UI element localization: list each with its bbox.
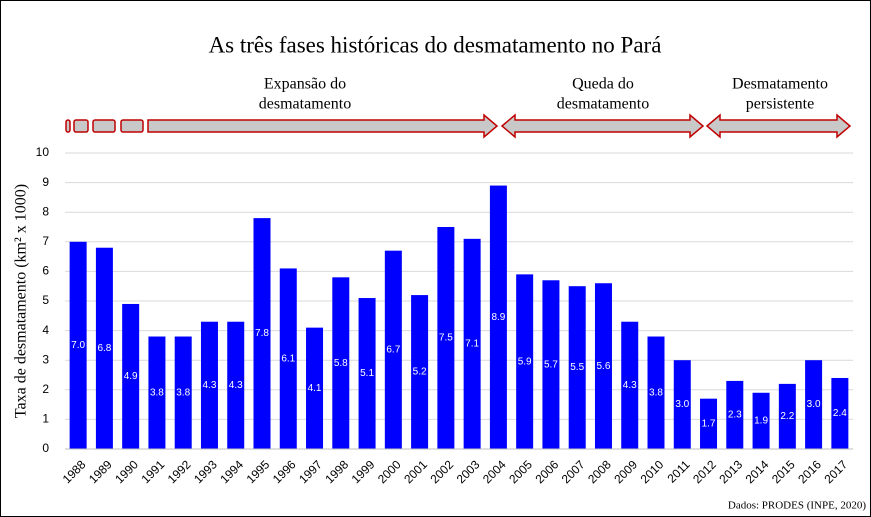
bar — [200, 321, 218, 449]
arrow-segment — [65, 119, 71, 133]
y-tick-label: 1 — [42, 412, 49, 426]
bar — [700, 398, 718, 449]
arrow — [705, 113, 852, 139]
value-label: 5.1 — [360, 368, 374, 379]
value-label: 3.8 — [176, 387, 190, 398]
bar — [568, 286, 586, 449]
bar — [384, 250, 402, 449]
arrow — [500, 113, 705, 139]
value-label: 5.7 — [544, 359, 558, 370]
value-label: 1.7 — [702, 418, 716, 429]
bar — [542, 280, 560, 449]
bar — [411, 295, 429, 449]
bar — [358, 298, 376, 449]
bar — [95, 247, 113, 449]
value-label: 3.8 — [649, 387, 663, 398]
bar — [174, 336, 192, 449]
bar — [253, 218, 271, 449]
value-label: 4.3 — [203, 380, 217, 391]
value-label: 1.9 — [754, 416, 768, 427]
bar — [516, 274, 534, 449]
phase-label: desmatamento — [557, 96, 649, 113]
value-label: 3.8 — [150, 387, 164, 398]
bar — [463, 238, 481, 449]
y-tick-label: 7 — [42, 234, 49, 248]
bar — [122, 303, 140, 449]
value-label: 5.6 — [597, 361, 611, 372]
bar — [778, 383, 796, 449]
bar — [752, 392, 770, 449]
value-label: 6.1 — [281, 353, 295, 364]
bar — [306, 327, 324, 449]
value-label: 4.9 — [124, 371, 138, 382]
phase-label: Desmatamento — [732, 76, 828, 93]
value-label: 2.2 — [780, 411, 794, 422]
value-label: 5.5 — [570, 362, 584, 373]
bar — [594, 283, 612, 449]
bar — [489, 185, 507, 449]
value-label: 3.0 — [807, 399, 821, 410]
phase-arrows — [65, 113, 852, 139]
value-label: 5.2 — [413, 367, 427, 378]
value-label: 6.8 — [97, 343, 111, 354]
value-label: 3.0 — [675, 399, 689, 410]
phase-label: Queda do — [572, 76, 634, 93]
bar — [726, 380, 744, 449]
value-label: 7.1 — [465, 339, 479, 350]
bar — [621, 321, 639, 449]
bar — [673, 360, 691, 449]
y-axis-label: Taxa de desmatamento (km² x 1000) — [13, 184, 30, 418]
y-tick-label: 9 — [42, 175, 49, 189]
y-tick-label: 8 — [42, 204, 49, 218]
y-tick-label: 10 — [36, 145, 50, 159]
value-label: 2.3 — [728, 410, 742, 421]
arrow-segment — [92, 119, 116, 133]
value-label: 7.0 — [71, 340, 85, 351]
value-label: 5.8 — [334, 358, 348, 369]
y-tick-label: 5 — [42, 293, 49, 307]
value-label: 2.4 — [833, 408, 847, 419]
bar — [437, 227, 455, 449]
chart-title: As três fases históricas do desmatamento… — [209, 32, 662, 57]
bar — [647, 336, 665, 449]
value-label: 8.9 — [491, 312, 505, 323]
value-label: 5.9 — [518, 356, 532, 367]
phase-label: persistente — [746, 96, 814, 113]
bar — [148, 336, 166, 449]
bar — [69, 241, 87, 449]
value-label: 4.3 — [229, 380, 243, 391]
bar — [831, 377, 849, 449]
phase-label: desmatamento — [259, 96, 351, 113]
y-tick-label: 0 — [42, 441, 49, 455]
arrow-segment — [73, 119, 89, 133]
value-label: 7.5 — [439, 333, 453, 344]
y-tick-label: 2 — [42, 382, 49, 396]
bar — [279, 268, 297, 449]
value-label: 6.7 — [386, 344, 400, 355]
bar — [332, 277, 350, 449]
bar — [805, 360, 823, 449]
bar — [227, 321, 245, 449]
arrow — [147, 113, 499, 139]
value-label: 4.1 — [308, 383, 322, 394]
value-label: 7.8 — [255, 328, 269, 339]
source: Dados: PRODES (INPE, 2020) — [728, 500, 866, 512]
y-tick-label: 4 — [42, 323, 49, 337]
arrow-segment — [120, 119, 144, 133]
y-tick-label: 3 — [42, 352, 49, 366]
value-label: 4.3 — [623, 380, 637, 391]
phase-label: Expansão do — [264, 76, 346, 93]
y-tick-label: 6 — [42, 264, 49, 278]
